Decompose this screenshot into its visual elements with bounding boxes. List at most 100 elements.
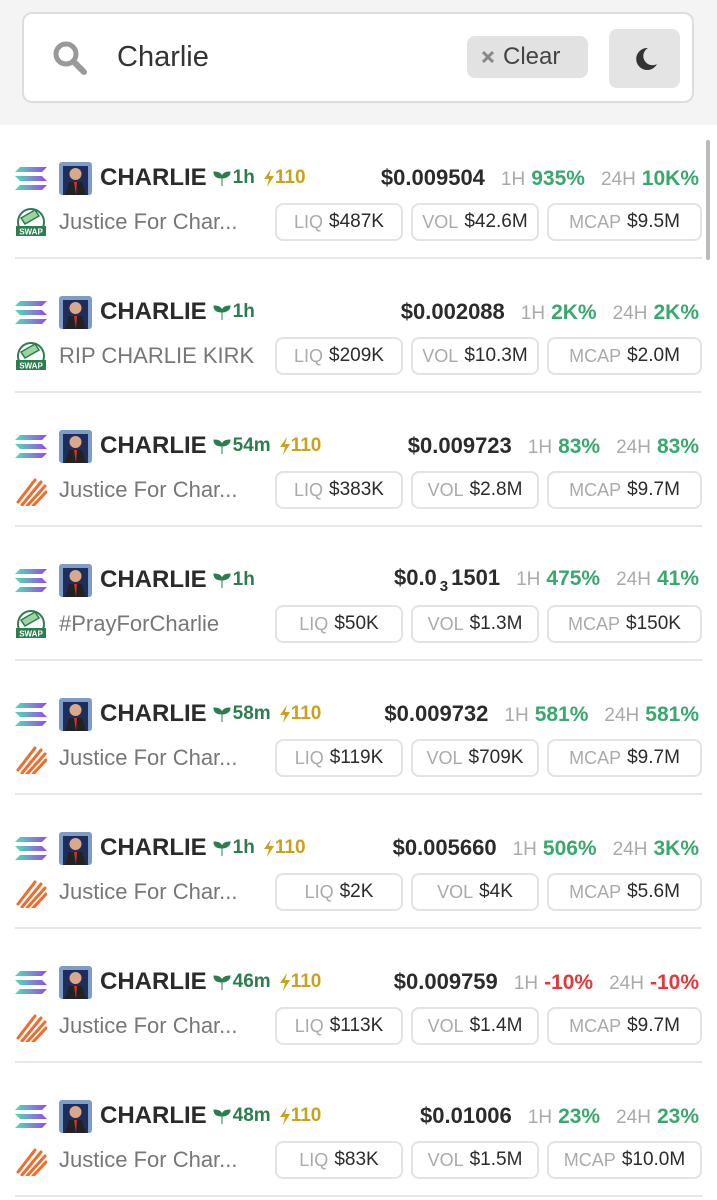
token-row[interactable]: CHARLIE 1h $0.0 3 1501 1H 475% 24H 41% SWAP #PrayF… [15,527,702,661]
chain-icon [15,300,47,324]
chain-icon [15,970,47,994]
liq-chip: LIQ $113K [275,1007,403,1045]
price-stats: $0.009723 1H 83% 24H 83% [408,433,699,459]
token-symbol: CHARLIE [100,432,207,459]
token-row[interactable]: CHARLIE 46m 110 $0.009759 1H -10% 24H -10% Justi… [15,929,702,1063]
bolt-icon [263,169,274,187]
liq-chip: LIQ $50K [275,605,403,643]
token-symbol: CHARLIE [100,1102,207,1129]
vol-label: VOL [422,211,459,232]
change-label: 24H [600,169,636,190]
price: $0.009723 [408,433,512,459]
liq-chip: LIQ $119K [275,739,403,777]
liq-value: $2K [339,881,374,902]
change-label: 1H [513,973,539,994]
boost-count: 110 [290,703,322,724]
token-row[interactable]: CHARLIE 1h 110 $0.005660 1H 506% 24H 3K% Justice… [15,795,702,929]
bolt-icon [279,705,290,723]
search-icon [53,41,87,75]
mcap-value: $9.7M [627,479,680,500]
row-header: CHARLIE 1h 110 $0.005660 1H 506% 24H 3K% [15,831,699,865]
liq-label: LIQ [294,211,324,232]
change-label: 1H [520,303,546,324]
mcap-value: $5.6M [627,881,680,902]
token-row[interactable]: CHARLIE 1h $0.002088 1H 2K% 24H 2K% SWAP RIP CHA… [15,259,702,393]
price-stats: $0.009732 1H 581% 24H 581% [384,701,699,727]
token-avatar [59,295,92,329]
token-age: 1h [213,167,255,189]
age-text: 1h [232,167,255,188]
price: $0.002088 [401,299,505,325]
token-name: Justice For Char... [59,1147,238,1172]
dex-label: SWAP [19,630,43,639]
row-details: SWAP Justice For Char... LIQ $487K VOL $42.6M… [15,203,702,241]
token-row[interactable]: CHARLIE 48m 110 $0.01006 1H 23% 24H 23% Justice … [15,1063,702,1197]
boost-count: 110 [290,971,322,992]
change-label: 24H [612,839,648,860]
liq-value: $487K [329,211,384,232]
change-label: 1H [527,437,553,458]
token-age: 46m [213,971,271,993]
row-details: Justice For Char... LIQ $83K VOL $1.5M MCAP $1… [15,1141,702,1179]
age-text: 46m [232,971,271,992]
token-row[interactable]: CHARLIE 54m 110 $0.009723 1H 83% 24H 83% Justice… [15,393,702,527]
change-h24: 23% [656,1105,699,1128]
clear-icon [481,50,495,64]
vol-value: $709K [468,747,524,768]
change-label: 24H [616,437,651,458]
mcap-label: MCAP [569,211,622,232]
price: $0.009504 [381,165,485,191]
dex-icon [16,746,47,774]
token-age: 1h [213,301,255,323]
row-details: Justice For Char... LIQ $2K VOL $4K MCAP $5.6M [15,873,702,911]
boost-count: 110 [290,435,322,456]
change-label: 24H [616,1107,651,1128]
token-age: 48m [213,1105,271,1127]
change-h1: 935% [531,167,585,190]
mcap-value: $9.7M [627,747,680,768]
vol-chip: VOL $709K [411,739,539,777]
token-name: Justice For Char... [59,1013,238,1038]
liq-label: LIQ [294,345,324,366]
price-text: $0.009723 [407,433,512,458]
price-lead: $0.0 [393,565,437,591]
change-label: 24H [609,973,644,994]
price: $0.009732 [384,701,488,727]
price-zeros: 3 [439,577,449,595]
vol-value: $10.3M [464,345,528,366]
row-header: CHARLIE 1h $0.002088 1H 2K% 24H 2K% [15,295,699,329]
vol-label: VOL [427,1015,464,1036]
sprout-icon [213,171,231,186]
liq-label: LIQ [299,1149,329,1170]
chain-icon [15,1104,47,1128]
vol-label: VOL [437,881,474,902]
mcap-value: $9.7M [627,1015,680,1036]
sprout-icon [213,305,231,320]
vol-value: $1.4M [469,1015,523,1036]
price-text: $0.009732 [384,701,489,726]
theme-toggle[interactable] [609,29,680,88]
search-query[interactable]: Charlie [117,41,209,73]
age-text: 58m [232,703,271,724]
token-age: 58m [213,703,271,725]
token-symbol: CHARLIE [100,968,207,995]
row-details: SWAP RIP CHARLIE KIRK LIQ $209K VOL $10.3M MCA… [15,337,702,375]
liq-label: LIQ [304,881,334,902]
liq-chip: LIQ $383K [275,471,403,509]
token-avatar [59,1099,92,1133]
price: $0.005660 [393,835,497,861]
search-bar-area: Charlie Clear [0,0,717,125]
vol-label: VOL [427,479,464,500]
token-row[interactable]: CHARLIE 1h 110 $0.009504 1H 935% 24H 10K% SWAP Ju… [15,125,702,259]
token-row[interactable]: CHARLIE 58m 110 $0.009732 1H 581% 24H 581% Justi… [15,661,702,795]
vol-value: $1.5M [469,1149,523,1170]
change-label: 24H [604,705,640,726]
boost: 110 [279,971,322,993]
token-name: Justice For Char... [59,209,238,234]
clear-button[interactable]: Clear [467,36,588,78]
mcap-label: MCAP [568,613,621,634]
vol-chip: VOL $1.4M [411,1007,539,1045]
row-details: SWAP #PrayForCharlie LIQ $50K VOL $1.3M MCAP $1… [15,605,702,643]
boost-count: 110 [290,1105,322,1126]
search-box[interactable]: Charlie Clear [22,12,694,103]
